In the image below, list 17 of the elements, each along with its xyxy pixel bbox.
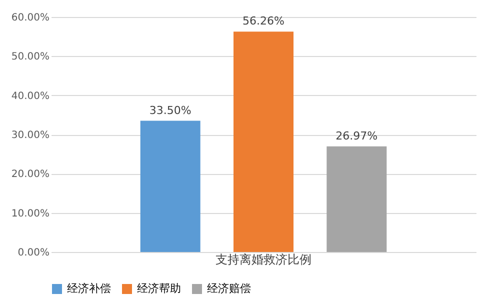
bar: [326, 146, 387, 252]
y-tick-label: 30.00%: [11, 130, 50, 141]
x-tick-label: 支持离婚救济比例: [216, 252, 312, 266]
legend-label: 经济补偿: [67, 282, 111, 295]
bar: [234, 32, 294, 252]
y-tick-label: 50.00%: [11, 52, 50, 63]
legend-label: 经济帮助: [137, 282, 181, 295]
data-label: 33.50%: [149, 104, 192, 117]
y-tick-label: 40.00%: [11, 90, 50, 102]
y-tick-label: 20.00%: [11, 169, 50, 180]
y-tick-label: 0.00%: [18, 248, 50, 258]
legend-label: 经济赔偿: [207, 282, 251, 295]
y-tick-label: 10.00%: [11, 208, 50, 220]
data-label: 26.97%: [336, 129, 378, 142]
y-tick-label: 60.00%: [11, 12, 50, 24]
bar: [140, 120, 200, 252]
data-label: 56.26%: [242, 14, 284, 28]
